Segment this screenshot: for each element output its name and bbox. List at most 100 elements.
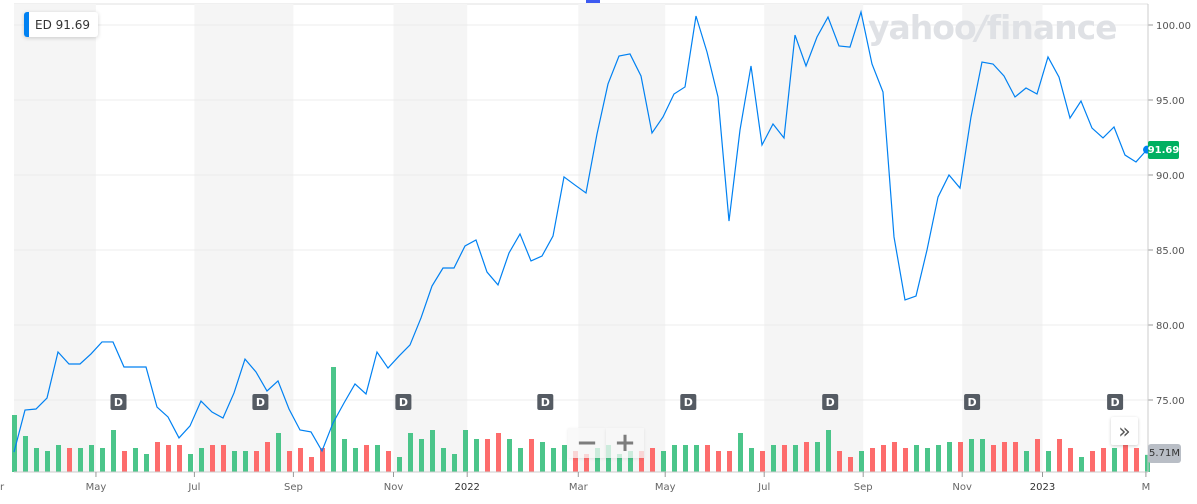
volume-bar: [89, 445, 94, 472]
dividend-marker[interactable]: D: [252, 394, 269, 410]
volume-bar: [826, 430, 831, 472]
volume-bar: [1046, 451, 1051, 472]
x-tick-label: Jul: [187, 482, 200, 493]
series-legend[interactable]: ED 91.69: [24, 12, 99, 37]
shaded-period: [194, 4, 294, 472]
volume-bar: [947, 442, 952, 472]
legend-value: 91.69: [55, 17, 91, 32]
volume-bar: [111, 430, 116, 472]
shaded-period: [764, 4, 864, 472]
volume-bar: [1013, 442, 1018, 472]
volume-bar: [892, 442, 897, 472]
volume-bar: [694, 445, 699, 472]
dividend-marker[interactable]: D: [964, 394, 981, 410]
volume-bar: [771, 445, 776, 472]
x-tick-label: M: [1142, 482, 1151, 493]
volume-bar: [155, 442, 160, 472]
y-tick-label: 95.00: [1156, 96, 1185, 107]
dividend-marker[interactable]: D: [822, 394, 839, 410]
svg-text:D: D: [684, 396, 693, 409]
svg-text:D: D: [826, 396, 835, 409]
y-tick-label: 90.00: [1156, 171, 1185, 182]
volume-bar: [463, 430, 468, 472]
volume-bar: [881, 445, 886, 472]
volume-bar: [859, 451, 864, 472]
zoom-in-button[interactable]: +: [606, 428, 644, 458]
dividend-marker[interactable]: D: [680, 394, 697, 410]
dividend-marker[interactable]: D: [537, 394, 554, 410]
volume-bar: [837, 451, 842, 472]
volume-bar: [485, 439, 490, 472]
volume-bar: [1123, 445, 1128, 472]
volume-bar: [518, 448, 523, 472]
volume-bar: [1079, 457, 1084, 472]
volume-bar: [188, 454, 193, 472]
volume-bar: [991, 445, 996, 472]
volume-bar: [529, 439, 534, 472]
volume-bar: [749, 448, 754, 472]
volume-bar: [1090, 451, 1095, 472]
volume-bar: [507, 439, 512, 472]
volume-bar: [925, 448, 930, 472]
volume-bar: [870, 448, 875, 472]
svg-text:D: D: [1111, 396, 1120, 409]
volume-bar: [1068, 448, 1073, 472]
volume-bar: [628, 451, 633, 472]
volume-bar: [56, 445, 61, 472]
volume-bar: [903, 448, 908, 472]
volume-bar: [397, 457, 402, 472]
x-tick-label: May: [655, 482, 676, 493]
shaded-period: [14, 4, 96, 472]
volume-bar: [551, 448, 556, 472]
volume-bar: [408, 433, 413, 472]
volume-bar: [342, 439, 347, 472]
zoom-out-button[interactable]: −: [568, 428, 606, 458]
dividend-marker[interactable]: D: [1107, 394, 1124, 410]
volume-bar: [1134, 448, 1139, 472]
volume-bar: [100, 448, 105, 472]
volume-tag: 5.71M: [1148, 444, 1181, 463]
volume-bar: [133, 448, 138, 472]
volume-bar: [166, 445, 171, 472]
current-price-tag: 91.69: [1148, 141, 1179, 159]
dividend-marker[interactable]: D: [395, 394, 412, 410]
legend-symbol: ED: [35, 17, 52, 32]
volume-bar: [144, 454, 149, 472]
volume-bar: [12, 415, 17, 472]
volume-bar: [221, 445, 226, 472]
volume-bar: [254, 451, 259, 472]
svg-text:D: D: [256, 396, 265, 409]
volume-bar: [1057, 439, 1062, 472]
dividend-marker[interactable]: D: [110, 394, 127, 410]
volume-bar: [661, 451, 666, 472]
volume-bar: [309, 457, 314, 472]
volume-bar: [67, 448, 72, 472]
volume-bar: [1024, 451, 1029, 472]
x-tick-label: Mar: [569, 482, 589, 493]
volume-bar: [650, 448, 655, 472]
volume-bar: [320, 448, 325, 472]
x-tick-label: 2023: [1030, 482, 1055, 493]
volume-bar: [375, 445, 380, 472]
price-line: [13, 9, 1148, 453]
volume-bar: [848, 457, 853, 472]
volume-bar: [1101, 448, 1106, 472]
watermark-logo: yahoo/finance: [868, 8, 1118, 47]
x-tick-label: Sep: [284, 482, 303, 493]
volume-bar: [705, 445, 710, 472]
svg-text:D: D: [968, 396, 977, 409]
volume-bar: [683, 445, 688, 472]
volume-bar: [364, 445, 369, 472]
volume-bar: [980, 439, 985, 472]
volume-bar: [639, 451, 644, 472]
y-tick-label: 85.00: [1156, 246, 1185, 257]
volume-bar: [210, 445, 215, 472]
y-tick-label: 75.00: [1156, 396, 1185, 407]
volume-bar: [452, 454, 457, 472]
x-tick-label: Nov: [384, 482, 404, 493]
volume-bar: [386, 451, 391, 472]
volume-bar: [276, 433, 281, 472]
volume-bar: [672, 445, 677, 472]
scroll-forward-button[interactable]: »: [1111, 417, 1138, 445]
